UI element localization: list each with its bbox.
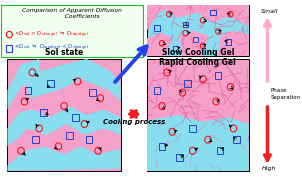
Bar (183, 22, 188, 27)
Bar (159, 143, 165, 150)
Bar (217, 147, 223, 154)
Text: Sol state: Sol state (45, 48, 83, 57)
Polygon shape (147, 115, 249, 171)
Text: Slow Cooling Gel: Slow Cooling Gel (162, 48, 234, 57)
Text: Small: Small (261, 9, 278, 14)
Polygon shape (147, 5, 172, 30)
Bar (147, 59, 249, 171)
Bar (184, 80, 191, 87)
Polygon shape (147, 33, 172, 56)
Polygon shape (24, 59, 121, 101)
Bar (8, 59, 121, 171)
Bar (72, 114, 79, 121)
Text: Rapid Cooling Gel: Rapid Cooling Gel (159, 58, 236, 67)
Text: Cooling process: Cooling process (103, 119, 165, 125)
Text: $\circ$:D$_{\mathregular{sol}}$ > D$_{\mathregular{slow\,gel}}$ $\fallingdotseq$: $\circ$:D$_{\mathregular{sol}}$ > D$_{\m… (14, 29, 89, 40)
Polygon shape (157, 5, 249, 25)
Bar (154, 25, 159, 31)
Text: Comparison of Apparent Diffusion
          Coefficients: Comparison of Apparent Diffusion Coeffic… (22, 8, 122, 19)
Text: Phase
Separation: Phase Separation (270, 88, 300, 100)
Polygon shape (8, 146, 121, 171)
Polygon shape (8, 106, 121, 146)
Bar (24, 87, 31, 94)
Bar (193, 37, 198, 43)
Bar (176, 154, 183, 161)
Bar (7, 45, 12, 52)
Bar (40, 109, 47, 116)
Bar (89, 89, 96, 96)
Bar (233, 136, 240, 143)
Bar (66, 132, 73, 139)
Bar (33, 136, 39, 143)
Bar (210, 10, 216, 15)
Bar (173, 46, 178, 51)
Bar (86, 136, 92, 143)
Bar (189, 125, 196, 132)
Text: $\diamond$:D$_{\mathregular{sol}}$ $\fallingdotseq$ D$_{\mathregular{rapid\,gel}: $\diamond$:D$_{\mathregular{sol}}$ $\fal… (14, 43, 89, 53)
Bar (147, 5, 249, 56)
Bar (215, 72, 221, 79)
Bar (154, 87, 160, 94)
Polygon shape (179, 30, 208, 56)
Polygon shape (8, 59, 39, 109)
Bar (226, 39, 231, 45)
Bar (47, 80, 54, 87)
Text: High: High (262, 166, 277, 171)
Polygon shape (218, 30, 249, 56)
FancyBboxPatch shape (2, 5, 143, 57)
